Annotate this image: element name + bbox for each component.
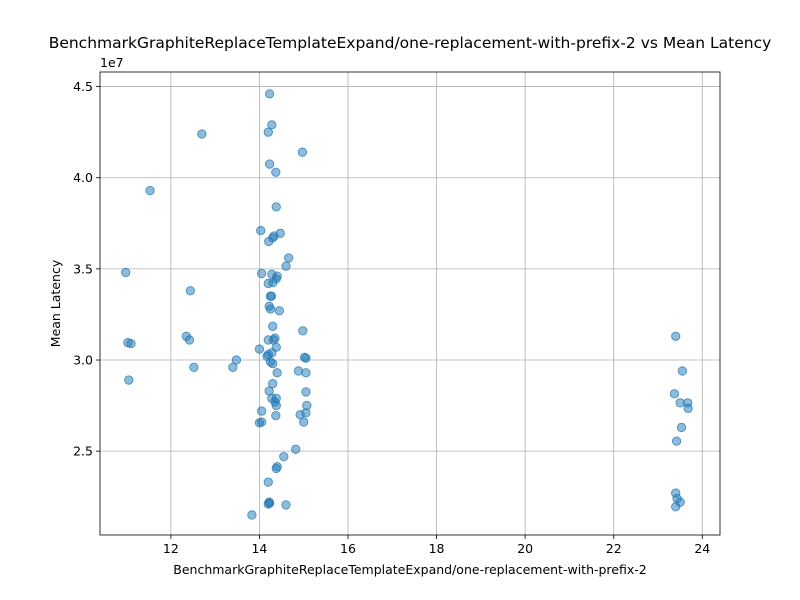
- y-axis-label: Mean Latency: [48, 259, 63, 347]
- scatter-point: [254, 418, 265, 428]
- x-tick-label: 12: [163, 541, 179, 556]
- scatter-point: [263, 127, 273, 137]
- scatter-point: [267, 120, 277, 130]
- scatter-point: [671, 502, 681, 512]
- scatter-point: [301, 368, 311, 378]
- y-tick-label: 3.0: [73, 353, 93, 368]
- scatter-point: [126, 338, 136, 349]
- scatter-point: [264, 159, 275, 169]
- scatter-point: [281, 261, 291, 271]
- scatter-point: [184, 335, 195, 345]
- plot-frame: [99, 71, 721, 536]
- scatter-point: [231, 355, 242, 365]
- scatter-point: [264, 236, 274, 247]
- scatter-point: [256, 406, 267, 416]
- scatter-point: [264, 89, 275, 99]
- scatter-point: [677, 366, 688, 376]
- scatter-point: [683, 403, 693, 413]
- scatter-point: [669, 389, 680, 399]
- scatter-point: [264, 498, 275, 508]
- grid: [100, 72, 720, 535]
- scatter-point: [301, 353, 311, 363]
- scatter-point: [301, 387, 311, 397]
- scatter-point: [271, 167, 281, 177]
- scatter-point: [254, 344, 265, 354]
- x-tick-label: 20: [517, 541, 533, 556]
- scatter-point: [189, 362, 199, 372]
- y-axis-multiplier: 1e7: [100, 55, 124, 70]
- scatter-point: [297, 147, 308, 157]
- scatter-point: [281, 500, 291, 510]
- scatter-point: [301, 408, 311, 418]
- scatter-point: [272, 368, 282, 378]
- y-axis-ticks: 2.5 3.0 3.5 4.0 4.5: [73, 79, 100, 459]
- scatter-point: [265, 291, 276, 301]
- scatter-point: [265, 304, 276, 314]
- scatter-point: [293, 366, 304, 376]
- x-tick-label: 18: [429, 541, 445, 556]
- y-tick-label: 2.5: [73, 444, 93, 459]
- scatter-point: [268, 359, 278, 369]
- y-tick-label: 3.5: [73, 261, 93, 276]
- scatter-point: [263, 477, 273, 487]
- scatter-point: [185, 286, 195, 296]
- x-axis-ticks: 12 14 16 18 20 22 24: [163, 535, 710, 556]
- scatter-point: [228, 362, 238, 372]
- scatter-point: [284, 253, 294, 263]
- scatter-point: [268, 321, 278, 331]
- scatter-point: [279, 451, 289, 462]
- x-tick-label: 22: [606, 541, 622, 556]
- data-points: [121, 89, 693, 520]
- scatter-point: [671, 436, 682, 446]
- chart-title: BenchmarkGraphiteReplaceTemplateExpand/o…: [49, 34, 772, 52]
- scatter-point: [298, 326, 308, 336]
- scatter-point: [271, 202, 281, 212]
- y-tick-label: 4.5: [73, 79, 93, 94]
- scatter-point: [291, 444, 301, 454]
- scatter-point: [299, 417, 309, 427]
- x-axis-label: BenchmarkGraphiteReplaceTemplateExpand/o…: [173, 562, 646, 577]
- scatter-point: [263, 278, 273, 289]
- scatter-point: [247, 510, 257, 520]
- y-multiplier-text: 1e7: [100, 55, 124, 70]
- scatter-point: [124, 375, 134, 385]
- scatter-point: [271, 463, 281, 474]
- scatter-point: [671, 331, 681, 341]
- scatter-point: [263, 335, 273, 345]
- scatter-point: [676, 422, 687, 433]
- x-tick-label: 14: [251, 541, 267, 556]
- scatter-point: [256, 225, 266, 236]
- x-tick-label: 16: [340, 541, 356, 556]
- scatter-point: [145, 185, 155, 196]
- scatter-point: [271, 400, 281, 411]
- scatter-point: [271, 410, 281, 421]
- scatter-point: [274, 306, 285, 316]
- scatter-point: [268, 379, 278, 389]
- scatter-point: [256, 268, 267, 279]
- x-tick-label: 24: [694, 541, 710, 556]
- scatter-point: [197, 129, 207, 139]
- scatter-point: [121, 267, 131, 278]
- y-tick-label: 4.0: [73, 170, 93, 185]
